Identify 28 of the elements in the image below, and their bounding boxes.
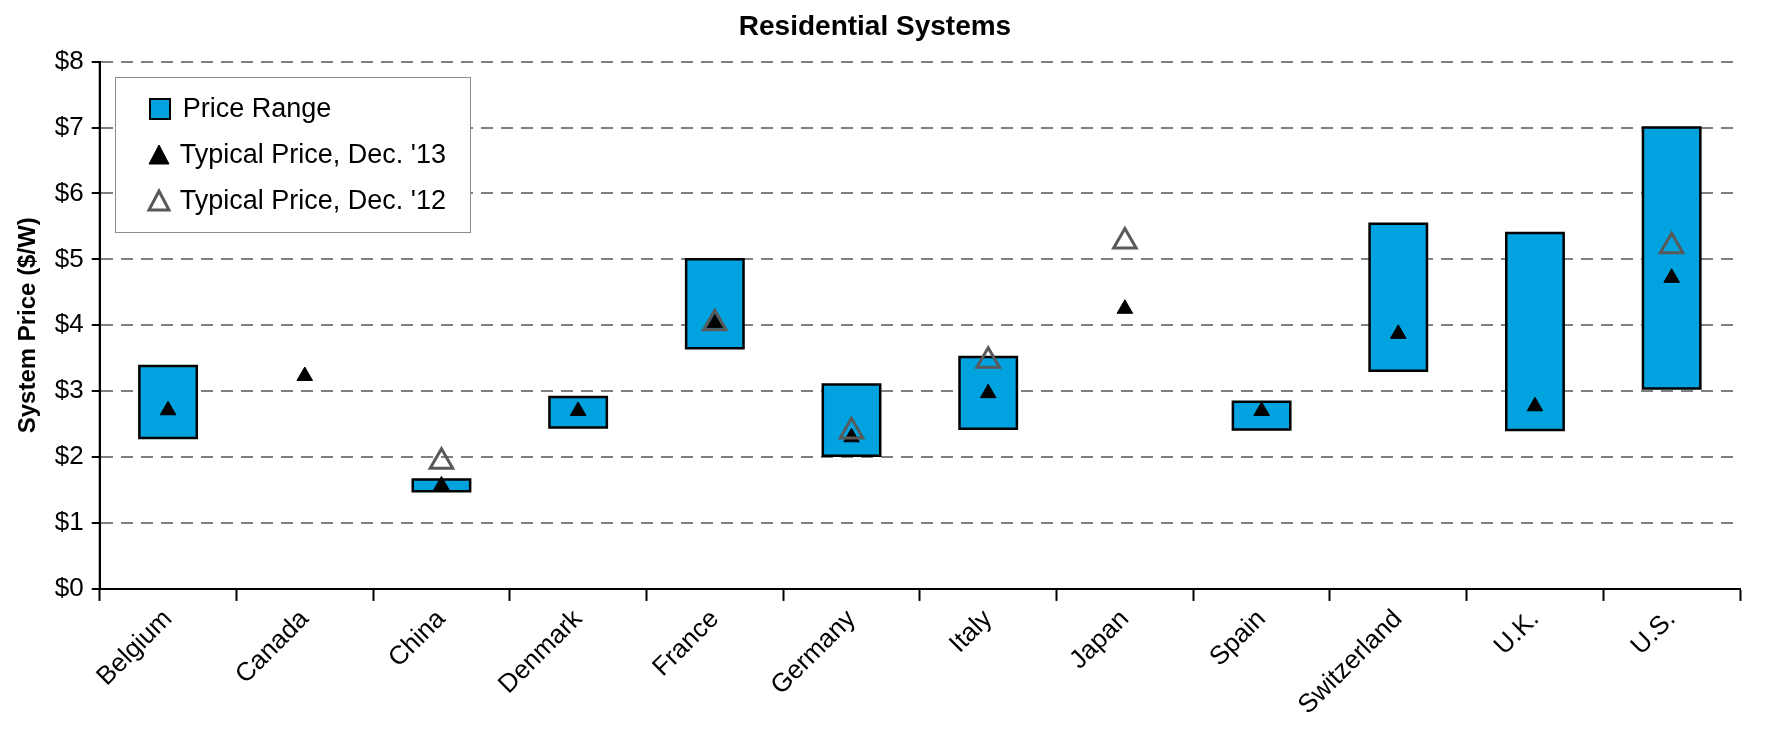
point <box>1526 396 1544 412</box>
y-axis-title: System Price ($/W) <box>13 217 41 434</box>
y-tick-label: $3 <box>54 374 84 405</box>
legend-label: Typical Price, Dec. '12 <box>179 185 446 217</box>
legend-label: Typical Price, Dec. '13 <box>179 139 446 171</box>
point <box>975 346 1001 369</box>
point <box>1112 227 1138 250</box>
y-tick-label: $8 <box>54 44 84 75</box>
point <box>1389 324 1407 339</box>
point <box>1663 268 1680 283</box>
point <box>296 366 314 382</box>
y-tick-label: $1 <box>54 506 84 537</box>
point <box>702 308 728 332</box>
chart-title: Residential Systems <box>738 9 1012 41</box>
y-tick-label: $5 <box>54 242 84 273</box>
y-tick-label: $4 <box>54 308 84 339</box>
legend-label: Price Range <box>182 93 332 125</box>
x-tick-label: U.K. <box>1487 603 1545 661</box>
x-tick-label: Italy <box>942 603 998 658</box>
y-tick-label: $7 <box>54 110 84 141</box>
y-tick-label: $0 <box>54 572 84 603</box>
x-tick-label: U.S. <box>1623 603 1681 661</box>
point <box>428 447 455 470</box>
point <box>433 475 450 491</box>
point <box>1658 231 1685 255</box>
y-tick-label: $2 <box>54 440 84 471</box>
y-tick-label: $6 <box>54 176 84 207</box>
point <box>1116 299 1134 314</box>
